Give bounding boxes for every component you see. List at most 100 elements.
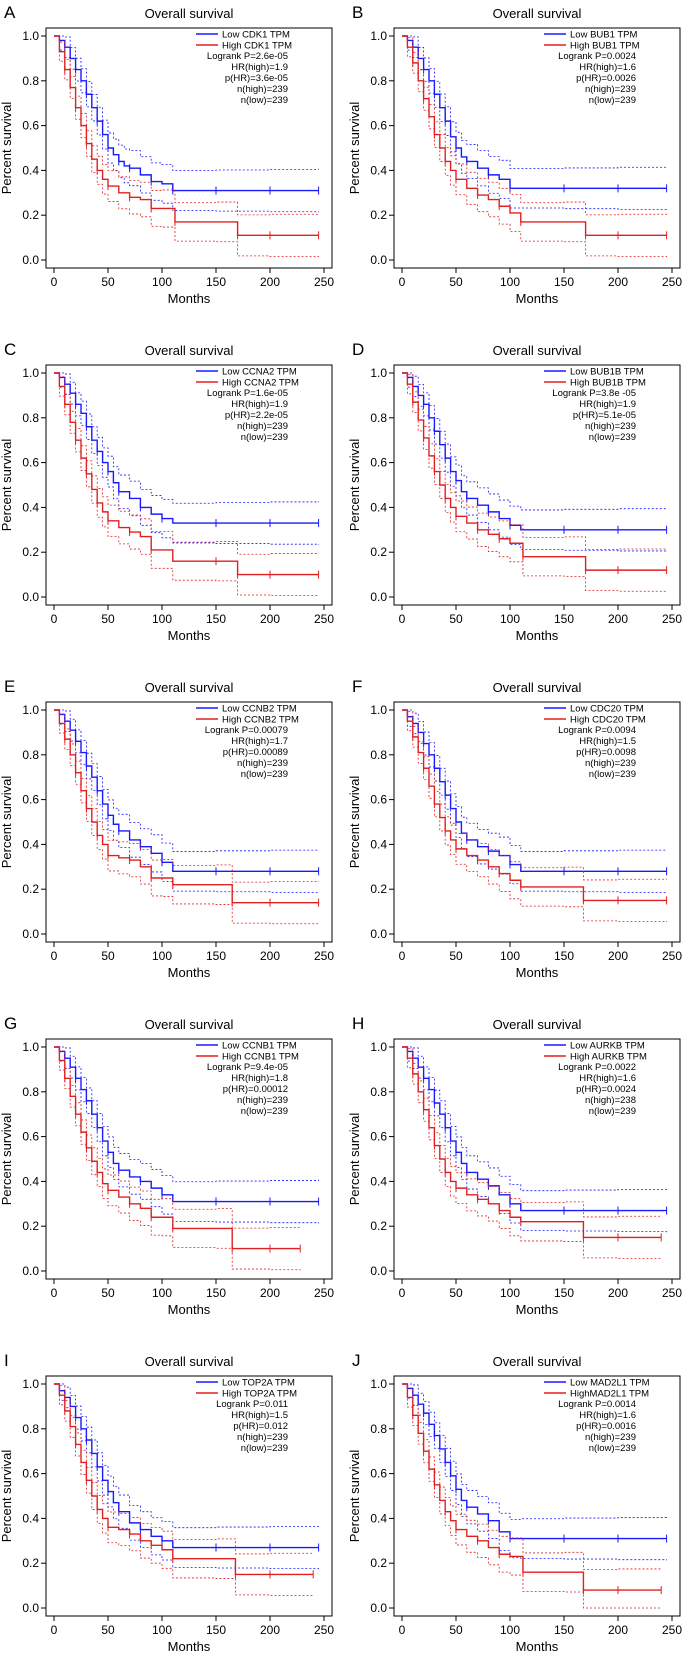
y-tick-label: 1.0	[22, 1040, 39, 1054]
x-axis-label: Months	[516, 1639, 559, 1654]
y-tick-label: 0.6	[22, 793, 39, 807]
y-tick-label: 0.6	[22, 119, 39, 133]
y-tick-label: 0.6	[22, 456, 39, 470]
x-tick-label: 250	[314, 612, 334, 626]
y-tick-label: 0.2	[22, 1556, 39, 1570]
x-tick-label: 150	[554, 612, 574, 626]
x-tick-label: 200	[608, 612, 628, 626]
ci-lower-low	[54, 35, 319, 213]
y-axis-label: Percent survival	[0, 1450, 14, 1543]
legend-label: HighMAD2L1 TPM	[570, 1389, 649, 1400]
y-tick-label: 0.2	[370, 1556, 387, 1570]
stat-line: p(HR)=3.6e-05	[225, 73, 288, 84]
ci-upper-high	[54, 709, 319, 883]
y-tick-label: 0.8	[22, 1085, 39, 1099]
y-tick-label: 0.8	[22, 411, 39, 425]
ci-lower-low	[402, 709, 667, 894]
survival-line-high	[402, 35, 667, 237]
x-tick-label: 50	[449, 275, 463, 289]
x-axis-label: Months	[516, 965, 559, 980]
stat-line: HR(high)=1.6	[579, 62, 636, 73]
ci-upper-low	[54, 1046, 319, 1183]
ci-upper-high	[54, 1046, 301, 1229]
panel-letter: F	[352, 677, 362, 696]
y-tick-label: 1.0	[22, 1377, 39, 1391]
panel-d: D Overall survival 0 50 100 150 200 250 0.0 0.2 0.…	[347, 340, 682, 643]
stat-line: HR(high)=1.5	[231, 1410, 288, 1421]
ci-upper-low	[402, 709, 667, 852]
stat-line: n(high)=239	[585, 84, 636, 95]
y-tick-label: 0.6	[22, 1467, 39, 1481]
y-axis-label: Percent survival	[347, 102, 362, 195]
x-axis-label: Months	[168, 628, 211, 643]
survival-line-low	[54, 372, 319, 524]
legend-label: High CDC20 TPM	[570, 715, 646, 726]
x-axis-label: Months	[168, 1302, 211, 1317]
x-tick-label: 200	[260, 275, 280, 289]
y-tick-label: 0.0	[370, 1601, 387, 1615]
stat-line: n(high)=239	[237, 84, 288, 95]
x-tick-label: 50	[101, 1286, 115, 1300]
stat-line: n(high)=239	[585, 758, 636, 769]
stat-line: HR(high)=1.9	[579, 399, 636, 410]
survival-line-high	[54, 372, 319, 576]
panel-letter: E	[4, 677, 15, 696]
ci-upper-high	[402, 372, 667, 551]
x-tick-label: 200	[608, 1623, 628, 1637]
x-tick-label: 150	[206, 1286, 226, 1300]
plot-frame	[393, 1375, 681, 1617]
panel-letter: J	[352, 1351, 361, 1370]
ci-upper-low	[402, 35, 667, 170]
stat-line: n(high)=239	[237, 758, 288, 769]
y-tick-label: 0.0	[22, 1264, 39, 1278]
survival-line-low	[54, 35, 319, 192]
x-tick-label: 100	[152, 275, 172, 289]
x-tick-label: 50	[101, 949, 115, 963]
x-tick-label: 150	[554, 1286, 574, 1300]
chart-title: Overall survival	[493, 1354, 582, 1369]
survival-line-low	[54, 1046, 319, 1203]
stat-line: n(high)=239	[585, 1432, 636, 1443]
stat-line: p(HR)=5.1e-05	[573, 410, 636, 421]
survival-line-high	[54, 709, 319, 904]
chart-title: Overall survival	[145, 343, 234, 358]
stat-line: n(low)=239	[589, 1443, 636, 1454]
y-tick-label: 1.0	[370, 29, 387, 43]
y-tick-label: 1.0	[370, 1377, 387, 1391]
stat-line: n(low)=239	[241, 95, 288, 106]
legend-label: High CDK1 TPM	[222, 41, 292, 52]
stat-line: Logrank P=3.8e -05	[552, 388, 636, 399]
x-tick-label: 100	[152, 1286, 172, 1300]
chart-title: Overall survival	[493, 1017, 582, 1032]
stat-line: Logrank P=0.0024	[558, 51, 636, 62]
ci-upper-high	[402, 1046, 662, 1218]
stat-line: p(HR)=0.00012	[223, 1084, 288, 1095]
x-tick-label: 0	[399, 1286, 406, 1300]
x-tick-label: 0	[399, 612, 406, 626]
y-tick-label: 0.4	[22, 837, 39, 851]
stat-line: n(high)=239	[237, 1432, 288, 1443]
y-tick-label: 0.0	[22, 1601, 39, 1615]
stat-line: n(low)=239	[589, 769, 636, 780]
x-tick-label: 250	[662, 275, 682, 289]
x-tick-label: 100	[500, 1286, 520, 1300]
x-tick-label: 100	[152, 949, 172, 963]
panel-i: I Overall survival 0 50 100 150 200 250 0.0 0.2 0.…	[0, 1351, 334, 1654]
ci-lower-high	[54, 1046, 301, 1271]
y-tick-label: 0.6	[370, 793, 387, 807]
x-tick-label: 250	[662, 612, 682, 626]
y-tick-label: 0.2	[370, 1219, 387, 1233]
y-tick-label: 0.4	[22, 500, 39, 514]
ci-upper-low	[54, 709, 319, 852]
survival-line-low	[402, 709, 667, 872]
x-tick-label: 100	[500, 612, 520, 626]
plot-frame	[45, 1038, 333, 1280]
stat-line: Logrank P=0.0014	[558, 1399, 636, 1410]
legend-label: High CCNB2 TPM	[222, 715, 299, 726]
x-tick-label: 150	[554, 1623, 574, 1637]
panel-letter: C	[4, 340, 16, 359]
legend-label: Low CCNB2 TPM	[222, 704, 297, 715]
survival-line-high	[54, 35, 319, 237]
x-tick-label: 200	[260, 949, 280, 963]
